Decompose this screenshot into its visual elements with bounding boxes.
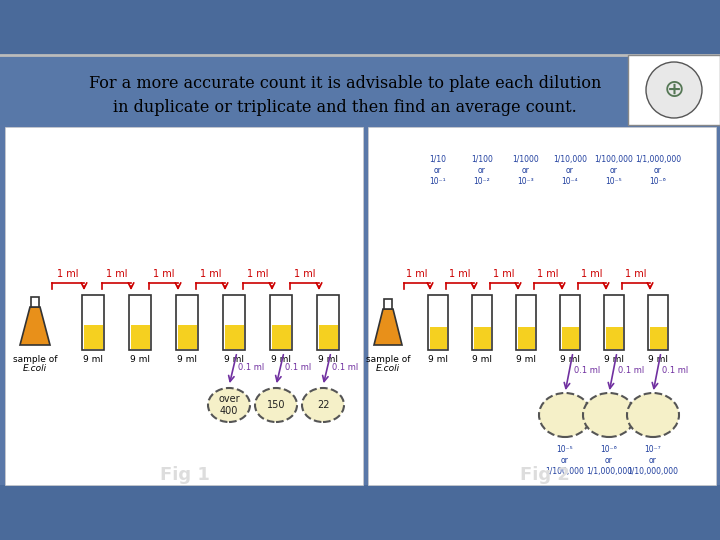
Text: 1 ml: 1 ml [153,269,174,279]
Text: 1/10,000
or
10⁻⁴: 1/10,000 or 10⁻⁴ [553,155,587,186]
Bar [368,127,716,485]
Polygon shape [374,309,402,345]
Text: 10⁻⁷
or
1/10,000,000: 10⁻⁷ or 1/10,000,000 [628,445,678,476]
Bar [648,295,668,350]
Text: 9 ml: 9 ml [83,355,103,364]
Bar [606,327,623,348]
Bar [560,295,580,350]
Text: 1/100,000
or
10⁻⁵: 1/100,000 or 10⁻⁵ [595,155,634,186]
Bar [428,295,448,350]
Ellipse shape [539,393,591,437]
Text: Fig 2: Fig 2 [520,466,570,484]
Bar [178,325,197,348]
Text: 9 ml: 9 ml [428,355,448,364]
Bar [474,327,490,348]
Text: 9 ml: 9 ml [516,355,536,364]
Bar [0,485,720,540]
Bar [271,325,290,348]
Text: Fig 1: Fig 1 [160,466,210,484]
Bar [223,295,245,350]
Bar [84,325,102,348]
Bar [604,295,624,350]
Text: over
400: over 400 [218,394,240,416]
Bar [31,297,39,307]
Ellipse shape [627,393,679,437]
Text: 22: 22 [317,400,329,410]
Text: 1/1000
or
10⁻³: 1/1000 or 10⁻³ [513,155,539,186]
Bar [129,295,151,350]
Text: 0.1 ml: 0.1 ml [618,366,644,375]
Text: 9 ml: 9 ml [224,355,244,364]
Text: 10⁻⁵
or
1/100,000: 10⁻⁵ or 1/100,000 [546,445,585,476]
Text: For a more accurate count it is advisable to plate each dilution: For a more accurate count it is advisabl… [89,75,601,91]
Bar [430,327,446,348]
Ellipse shape [583,393,635,437]
Polygon shape [20,307,50,345]
Bar [628,55,720,125]
Text: 9 ml: 9 ml [271,355,291,364]
Bar [5,127,363,485]
Bar [384,299,392,309]
Text: 1 ml: 1 ml [199,269,221,279]
Bar [270,295,292,350]
Text: 0.1 ml: 0.1 ml [332,362,359,372]
Text: 9 ml: 9 ml [604,355,624,364]
Text: sample of: sample of [13,355,58,364]
Text: ⊕: ⊕ [664,78,685,102]
Text: 9 ml: 9 ml [648,355,668,364]
Text: 0.1 ml: 0.1 ml [662,366,688,375]
Ellipse shape [255,388,297,422]
Bar [472,295,492,350]
Text: in duplicate or triplicate and then find an average count.: in duplicate or triplicate and then find… [113,99,577,117]
Bar [176,295,198,350]
Bar [318,325,338,348]
Bar [130,325,150,348]
Text: 1 ml: 1 ml [625,269,647,279]
Text: 1 ml: 1 ml [581,269,603,279]
Bar [0,0,720,55]
Bar [82,295,104,350]
Ellipse shape [208,388,250,422]
Text: 1 ml: 1 ml [406,269,428,279]
Text: 9 ml: 9 ml [472,355,492,364]
Text: 1 ml: 1 ml [294,269,315,279]
Bar [0,55,720,125]
Text: E.coli: E.coli [376,364,400,373]
Bar [518,327,534,348]
Text: E.coli: E.coli [23,364,47,373]
Text: 1 ml: 1 ml [247,269,269,279]
Bar [649,327,667,348]
Text: sample of: sample of [366,355,410,364]
Text: 9 ml: 9 ml [560,355,580,364]
Text: 10⁻⁶
or
1/1,000,000: 10⁻⁶ or 1/1,000,000 [586,445,632,476]
Text: 1 ml: 1 ml [449,269,471,279]
Text: 1/1,000,000
or
10⁻⁶: 1/1,000,000 or 10⁻⁶ [635,155,681,186]
Text: 1 ml: 1 ml [106,269,127,279]
Text: 9 ml: 9 ml [177,355,197,364]
Text: 9 ml: 9 ml [130,355,150,364]
Text: 9 ml: 9 ml [318,355,338,364]
Text: 150: 150 [266,400,285,410]
Text: 1/100
or
10⁻²: 1/100 or 10⁻² [471,155,493,186]
Bar [516,295,536,350]
Ellipse shape [302,388,344,422]
Text: 0.1 ml: 0.1 ml [238,362,264,372]
Text: 0.1 ml: 0.1 ml [574,366,600,375]
Text: 1 ml: 1 ml [58,269,78,279]
Text: 1 ml: 1 ml [537,269,559,279]
Circle shape [646,62,702,118]
Text: 1 ml: 1 ml [493,269,515,279]
Bar [562,327,578,348]
Bar [225,325,243,348]
Text: 0.1 ml: 0.1 ml [285,362,311,372]
Text: 1/10
or
10⁻¹: 1/10 or 10⁻¹ [430,155,446,186]
Bar [317,295,339,350]
